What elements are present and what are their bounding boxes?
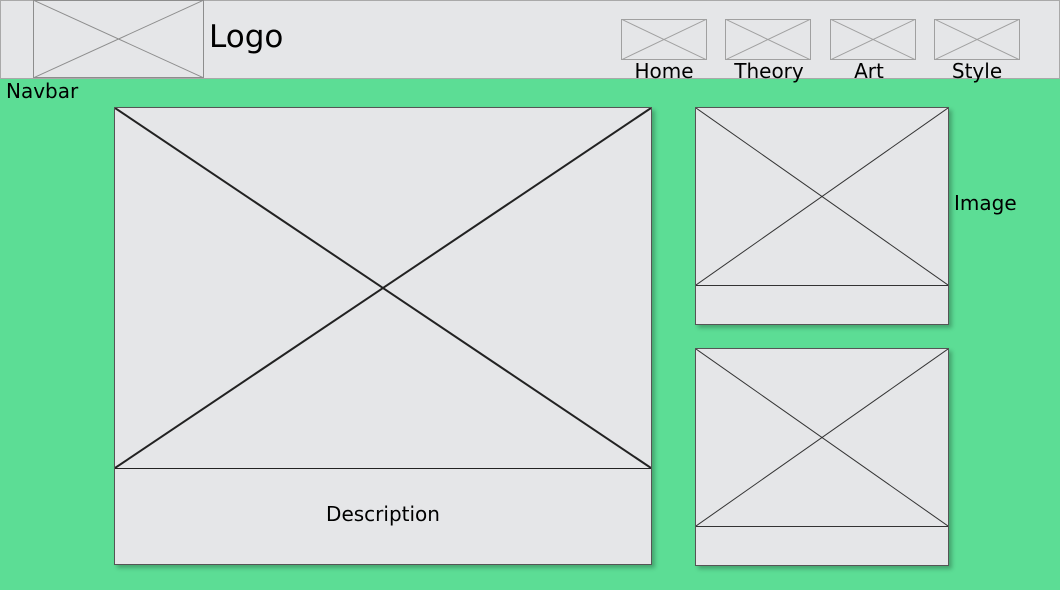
nav-theory-label[interactable]: Theory [734, 59, 804, 83]
nav-theory-thumb [725, 19, 811, 60]
side-card-1[interactable] [695, 107, 949, 325]
nav-style-thumb [934, 19, 1020, 60]
nav-home-label[interactable]: Home [634, 59, 694, 83]
image-caption: Image [954, 191, 1017, 215]
side-image-placeholder-1 [696, 108, 948, 285]
main-card[interactable]: Description [114, 107, 652, 565]
main-card-divider [115, 468, 651, 469]
side-image-placeholder-2 [696, 349, 948, 526]
main-image-placeholder [115, 108, 651, 468]
nav-style-label[interactable]: Style [951, 59, 1003, 83]
nav-art-thumb [830, 19, 916, 60]
logo-image-placeholder[interactable] [33, 0, 204, 78]
side-card-1-divider [696, 285, 948, 286]
main-description: Description [326, 502, 440, 526]
navbar-caption: Navbar [6, 79, 79, 103]
nav-home-thumb [621, 19, 707, 60]
side-card-2-divider [696, 526, 948, 527]
logo-text[interactable]: Logo [209, 19, 284, 55]
nav-art-label[interactable]: Art [854, 59, 884, 83]
side-card-2[interactable] [695, 348, 949, 566]
